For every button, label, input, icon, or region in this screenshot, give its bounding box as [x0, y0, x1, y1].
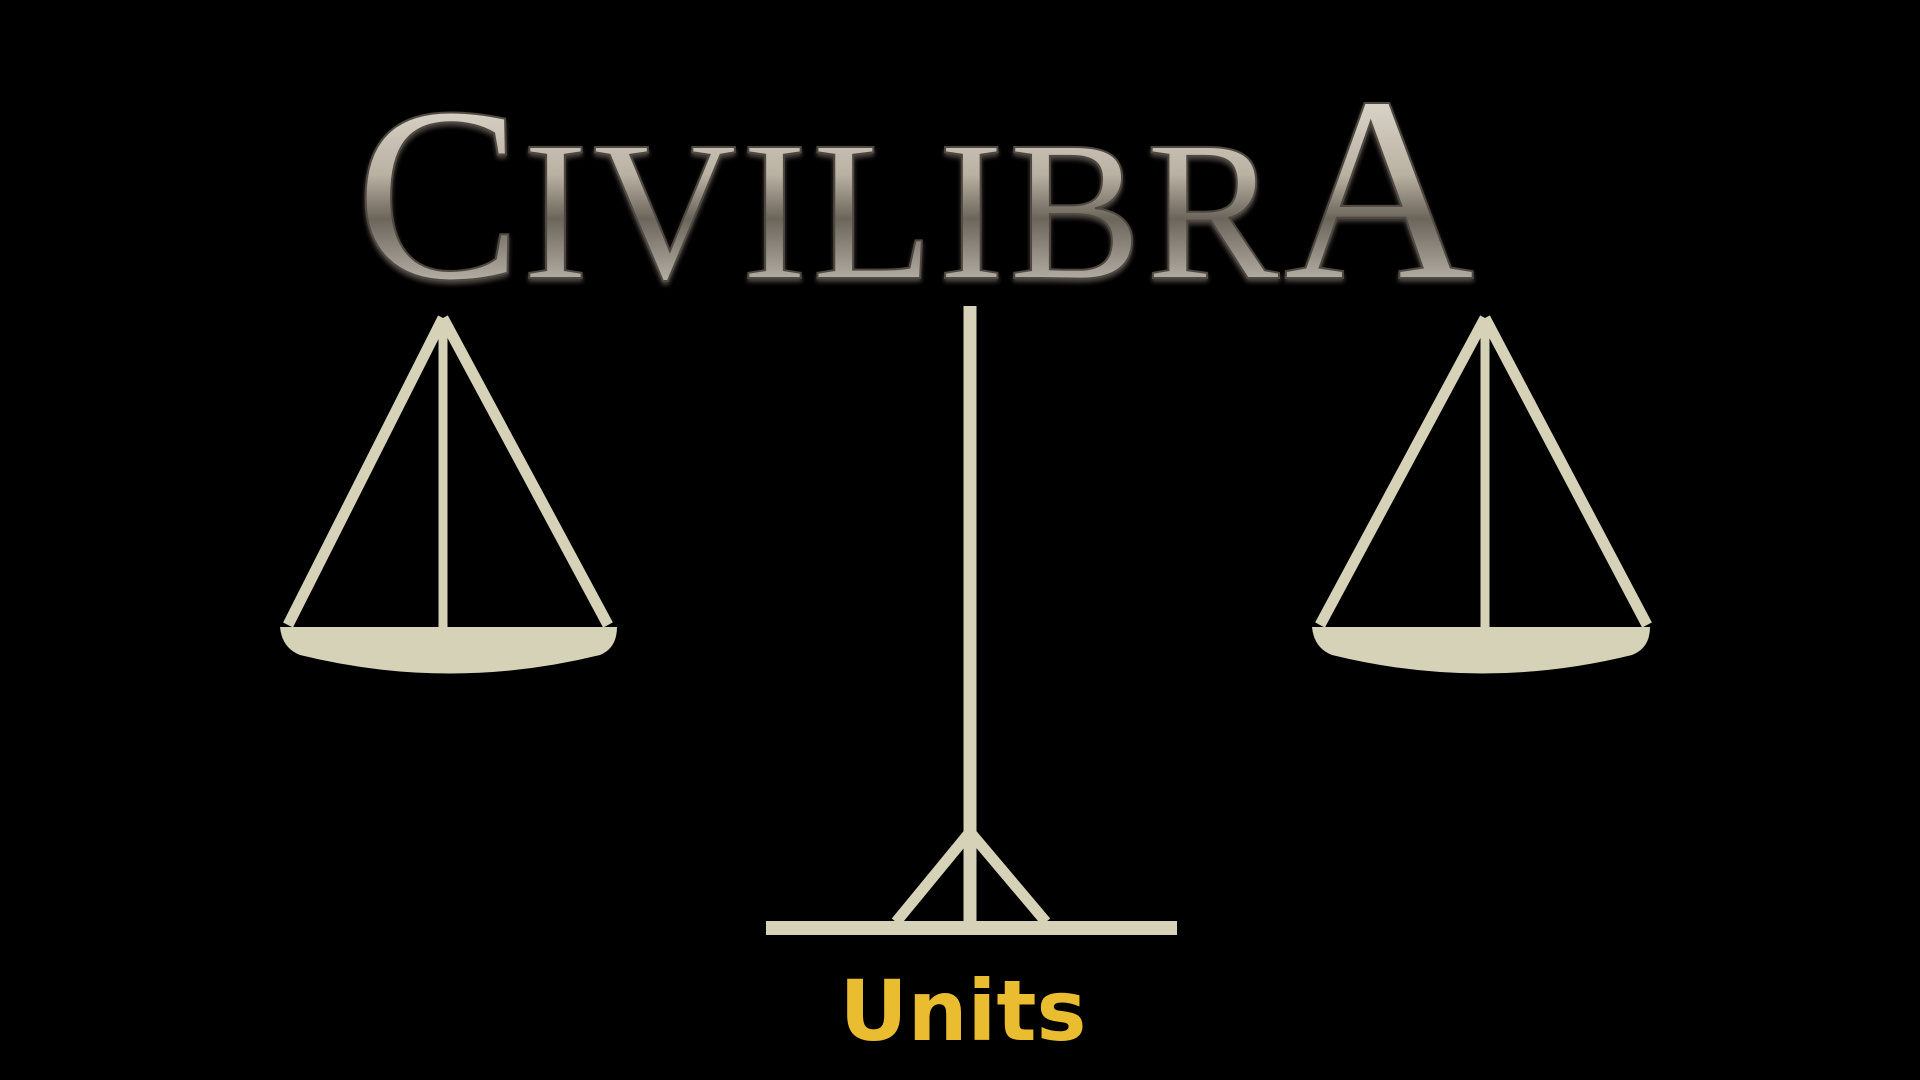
- logo-initial-letter: C: [355, 56, 522, 300]
- logo-middle-letters: IVILIBR: [522, 101, 1283, 300]
- left-scale-pan: [280, 315, 617, 674]
- scale-stand: [766, 306, 1177, 935]
- logo-final-letter: A: [1283, 43, 1474, 300]
- logo-wordmark: CIVILIBRA: [355, 43, 1474, 300]
- civilibra-logo: CIVILIBRA: [354, 42, 1475, 300]
- right-scale-pan: [1312, 315, 1652, 674]
